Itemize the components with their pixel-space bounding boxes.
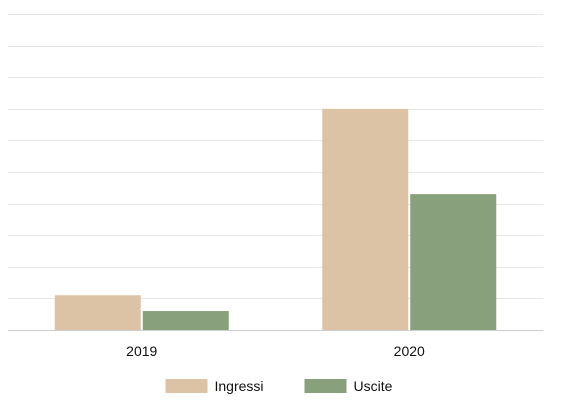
bar-ingressi-2020 bbox=[322, 108, 409, 330]
legend: Ingressi Uscite bbox=[165, 378, 393, 394]
x-axis: 2019 2020 bbox=[8, 330, 543, 359]
bar-ingressi-2019 bbox=[54, 295, 141, 330]
bar-uscite-2020 bbox=[410, 194, 497, 330]
legend-swatch-ingressi bbox=[165, 379, 208, 393]
x-tick-label-2020: 2020 bbox=[394, 343, 425, 359]
legend-label-ingressi: Ingressi bbox=[215, 378, 264, 394]
legend-label-uscite: Uscite bbox=[354, 378, 393, 394]
bar-uscite-2019 bbox=[142, 311, 229, 330]
gridlines bbox=[8, 14, 543, 299]
legend-swatch-uscite bbox=[304, 379, 347, 393]
x-tick-label-2019: 2019 bbox=[126, 343, 157, 359]
bars bbox=[54, 108, 497, 330]
